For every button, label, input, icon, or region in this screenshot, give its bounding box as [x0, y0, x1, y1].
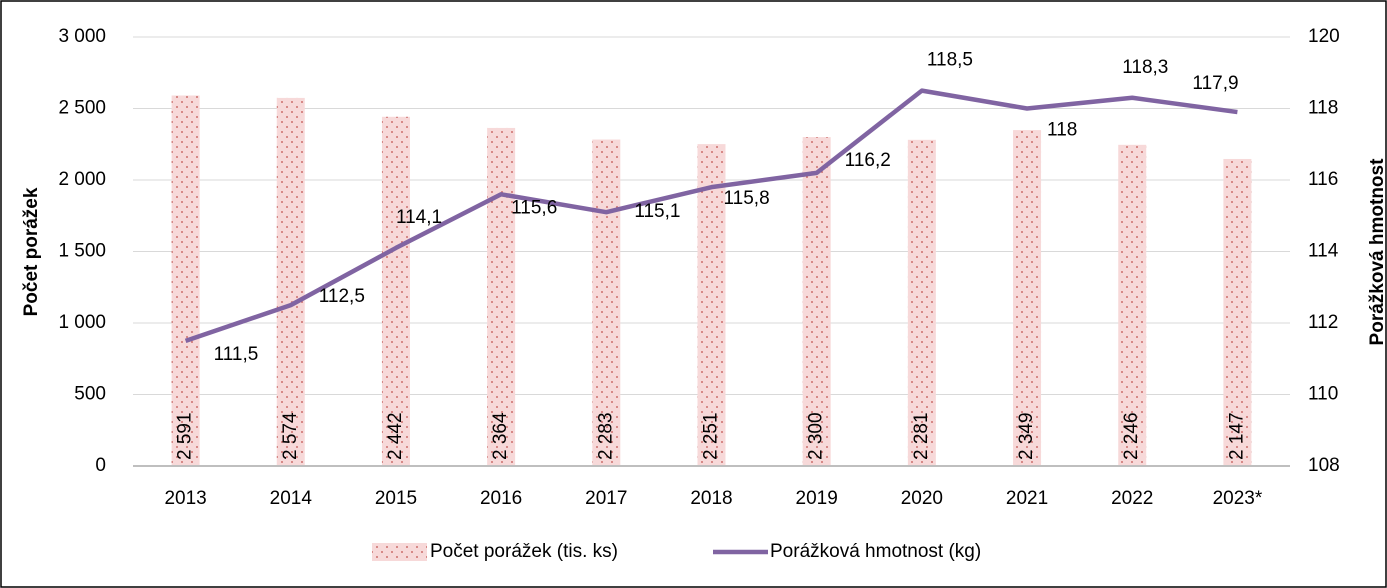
y-tick-label: 500	[74, 384, 106, 405]
legend-swatch	[372, 543, 427, 561]
bar-value-label: 2 442	[385, 412, 406, 460]
x-tick-label: 2020	[901, 488, 943, 509]
x-tick-label: 2017	[585, 488, 627, 509]
y2-tick-label: 120	[1308, 26, 1340, 47]
x-tick-label: 2013	[164, 488, 206, 509]
x-tick-label: 2016	[480, 488, 522, 509]
bar	[171, 95, 200, 466]
line-value-label: 115,8	[724, 188, 770, 209]
bar-value-label: 2 147	[1226, 412, 1247, 460]
bar-value-label: 2 281	[911, 412, 932, 460]
bar	[1118, 144, 1147, 466]
legend-label: Počet porážek (tis. ks)	[430, 541, 618, 562]
x-tick-label: 2023*	[1213, 488, 1263, 509]
y2-tick-label: 108	[1308, 455, 1340, 476]
line-value-label: 118,5	[927, 50, 973, 71]
bar-value-label: 2 574	[280, 412, 301, 460]
line-value-label: 111,5	[214, 344, 259, 365]
line-value-label: 118	[1047, 120, 1077, 141]
y2-tick-label: 114	[1308, 241, 1339, 262]
bar	[381, 116, 410, 466]
x-tick-label: 2021	[1006, 488, 1048, 509]
bar	[1223, 158, 1252, 466]
x-tick-label: 2015	[375, 488, 417, 509]
bar	[697, 144, 726, 466]
y2-tick-label: 110	[1308, 384, 1338, 405]
line	[184, 88, 1238, 344]
line-value-label: 115,1	[634, 201, 680, 222]
y-tick-label: 1 500	[58, 241, 106, 262]
line-value-label: 117,9	[1192, 73, 1238, 94]
bar	[592, 139, 621, 466]
bar-value-label: 2 300	[806, 412, 827, 460]
bar	[487, 127, 516, 466]
y2-tick-label: 112	[1308, 312, 1338, 333]
bar-value-label: 2 251	[701, 412, 722, 460]
y-tick-label: 2 500	[58, 98, 106, 119]
y2-tick-label: 116	[1308, 169, 1338, 190]
bar	[907, 139, 936, 466]
y-tick-label: 3 000	[58, 26, 106, 47]
bar-value-label: 2 283	[595, 412, 616, 460]
y-tick-label: 0	[95, 455, 106, 476]
legend-label: Porážková hmotnost (kg)	[770, 541, 981, 562]
x-tick-label: 2019	[796, 488, 838, 509]
y2-tick-label: 118	[1308, 98, 1338, 119]
y-tick-label: 1 000	[58, 312, 106, 333]
bar-value-label: 2 364	[490, 412, 511, 460]
x-tick-label: 2018	[690, 488, 732, 509]
bar	[802, 137, 831, 466]
bar	[276, 97, 305, 466]
y2-axis-title: Porážková hmotnost	[1367, 158, 1387, 346]
bar-value-label: 2 246	[1121, 412, 1142, 460]
line-value-label: 112,5	[319, 286, 365, 307]
line-value-label: 118,3	[1122, 57, 1168, 78]
line-value-label: 116,2	[845, 150, 891, 171]
bar-value-label: 2 591	[175, 412, 196, 460]
x-tick-label: 2014	[270, 488, 313, 509]
bar-value-label: 2 349	[1016, 412, 1037, 460]
line-value-label: 114,1	[396, 207, 442, 228]
bar	[1013, 130, 1042, 466]
x-tick-label: 2022	[1111, 488, 1153, 509]
y-axis-title: Počet porážek	[21, 187, 42, 316]
y-tick-label: 2 000	[58, 169, 106, 190]
line-value-label: 115,6	[511, 197, 557, 218]
